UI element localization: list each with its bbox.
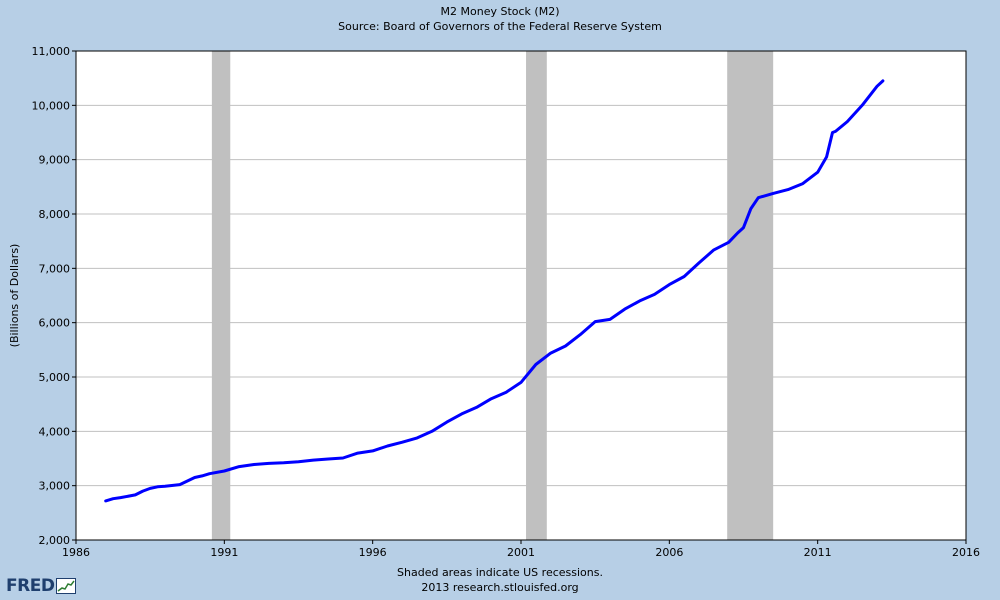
- y-tick-label: 7,000: [39, 262, 71, 275]
- y-tick-label: 4,000: [39, 425, 71, 438]
- mini-chart-icon: [56, 578, 77, 594]
- x-tick-label: 2011: [804, 546, 832, 559]
- x-tick-label: 2016: [952, 546, 980, 559]
- chart-header: M2 Money Stock (M2) Source: Board of Gov…: [0, 4, 1000, 34]
- y-tick-label: 8,000: [39, 208, 71, 221]
- x-tick-label: 1991: [210, 546, 238, 559]
- y-tick-label: 2,000: [39, 534, 71, 547]
- x-tick-label: 1996: [359, 546, 387, 559]
- y-tick-label: 6,000: [39, 317, 71, 330]
- y-tick-label: 10,000: [32, 99, 71, 112]
- fred-logo: FRED: [6, 575, 77, 597]
- y-tick-label: 5,000: [39, 371, 71, 384]
- chart-title: M2 Money Stock (M2): [440, 5, 560, 18]
- chart-subtitle: Source: Board of Governors of the Federa…: [338, 20, 662, 33]
- source-url: 2013 research.stlouisfed.org: [421, 581, 579, 594]
- recession-band: [211, 51, 231, 540]
- plot-area: [76, 51, 966, 540]
- recession-band: [526, 51, 547, 540]
- y-tick-label: 11,000: [32, 45, 71, 58]
- recession-band: [727, 51, 774, 540]
- x-tick-label: 1986: [62, 546, 90, 559]
- fred-logo-text: FRED: [6, 576, 55, 596]
- y-tick-label: 3,000: [39, 480, 71, 493]
- recession-note: Shaded areas indicate US recessions.: [397, 566, 603, 579]
- series-line: [104, 79, 885, 503]
- x-tick-label: 2001: [507, 546, 535, 559]
- x-tick-label: 2006: [655, 546, 683, 559]
- chart-footer: Shaded areas indicate US recessions. 201…: [0, 565, 1000, 595]
- y-axis-label: (Billions of Dollars): [8, 244, 21, 348]
- y-tick-label: 9,000: [39, 154, 71, 167]
